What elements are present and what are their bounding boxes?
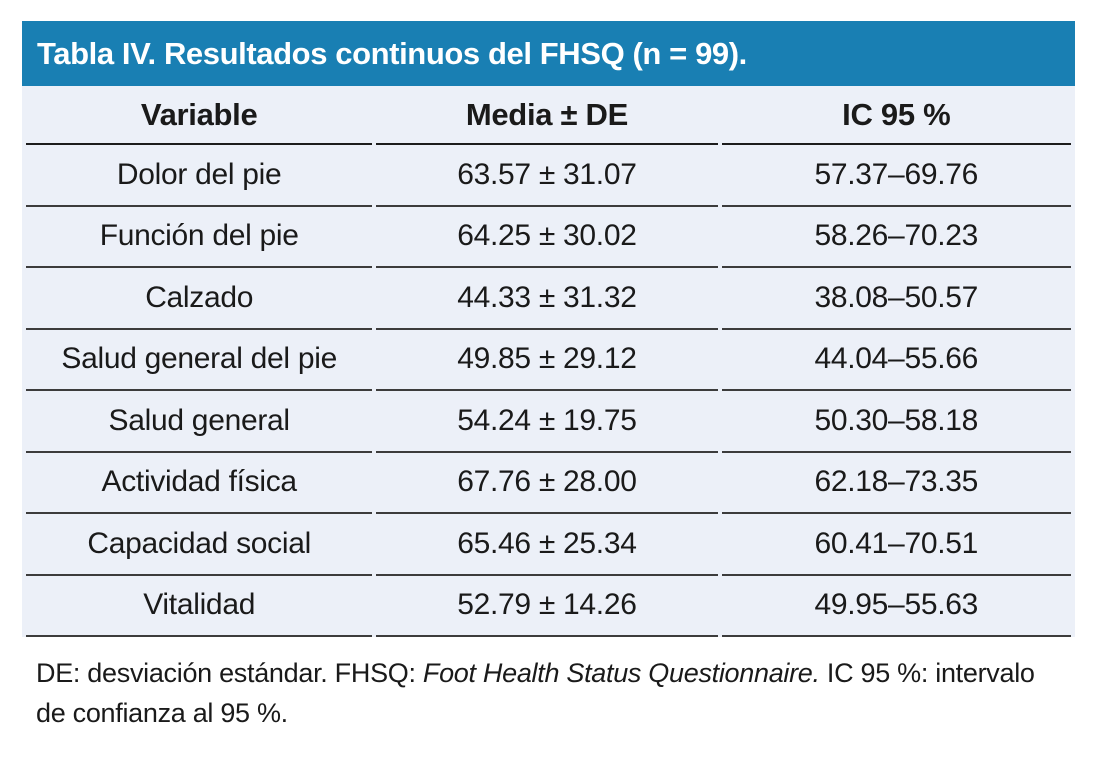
cell-ic95: 38.08–50.57 bbox=[721, 268, 1071, 330]
cell-variable: Dolor del pie bbox=[26, 145, 373, 207]
table-title-bar: Tabla IV. Resultados continuos del FHSQ … bbox=[22, 21, 1075, 86]
table-row: Salud general del pie 49.85 ± 29.12 44.0… bbox=[26, 330, 1071, 391]
cell-media-de: 49.85 ± 29.12 bbox=[376, 330, 718, 391]
cell-ic95: 57.37–69.76 bbox=[721, 145, 1071, 207]
table-row: Dolor del pie 63.57 ± 31.07 57.37–69.76 bbox=[26, 145, 1071, 207]
table-row: Actividad física 67.76 ± 28.00 62.18–73.… bbox=[26, 453, 1071, 514]
results-table: Variable Media ± DE IC 95 % Dolor del pi… bbox=[22, 86, 1075, 637]
results-table-card: Tabla IV. Resultados continuos del FHSQ … bbox=[22, 21, 1075, 733]
table-title: Tabla IV. Resultados continuos del FHSQ … bbox=[37, 35, 747, 71]
cell-media-de: 52.79 ± 14.26 bbox=[376, 576, 718, 637]
cell-ic95: 44.04–55.66 bbox=[721, 330, 1071, 391]
cell-ic95: 58.26–70.23 bbox=[721, 207, 1071, 268]
column-header-media-de: Media ± DE bbox=[376, 86, 718, 145]
footnote-abbrev-de: DE: desviación estándar. FHSQ: bbox=[36, 658, 423, 688]
cell-ic95: 62.18–73.35 bbox=[721, 453, 1071, 514]
cell-media-de: 63.57 ± 31.07 bbox=[376, 145, 718, 207]
footnote-line-1: DE: desviación estándar. FHSQ: Foot Heal… bbox=[36, 653, 1075, 693]
cell-variable: Salud general bbox=[26, 391, 373, 453]
cell-media-de: 64.25 ± 30.02 bbox=[376, 207, 718, 268]
cell-media-de: 54.24 ± 19.75 bbox=[376, 391, 718, 453]
cell-media-de: 65.46 ± 25.34 bbox=[376, 514, 718, 576]
cell-variable: Actividad física bbox=[26, 453, 373, 514]
cell-ic95: 49.95–55.63 bbox=[721, 576, 1071, 637]
table-row: Salud general 54.24 ± 19.75 50.30–58.18 bbox=[26, 391, 1071, 453]
cell-ic95: 60.41–70.51 bbox=[721, 514, 1071, 576]
table-row: Vitalidad 52.79 ± 14.26 49.95–55.63 bbox=[26, 576, 1071, 637]
table-footnote: DE: desviación estándar. FHSQ: Foot Heal… bbox=[36, 653, 1075, 733]
column-header-variable: Variable bbox=[26, 86, 373, 145]
cell-variable: Función del pie bbox=[26, 207, 373, 268]
table-header-row: Variable Media ± DE IC 95 % bbox=[26, 86, 1071, 145]
cell-variable: Calzado bbox=[26, 268, 373, 330]
cell-media-de: 67.76 ± 28.00 bbox=[376, 453, 718, 514]
cell-variable: Salud general del pie bbox=[26, 330, 373, 391]
cell-variable: Vitalidad bbox=[26, 576, 373, 637]
cell-media-de: 44.33 ± 31.32 bbox=[376, 268, 718, 330]
footnote-abbrev-ic: IC 95 %: intervalo bbox=[819, 658, 1035, 688]
cell-ic95: 50.30–58.18 bbox=[721, 391, 1071, 453]
footnote-fhsq-expansion: Foot Health Status Questionnaire. bbox=[422, 658, 820, 688]
table-row: Función del pie 64.25 ± 30.02 58.26–70.2… bbox=[26, 207, 1071, 268]
column-header-ic95: IC 95 % bbox=[721, 86, 1071, 145]
table-row: Capacidad social 65.46 ± 25.34 60.41–70.… bbox=[26, 514, 1071, 576]
cell-variable: Capacidad social bbox=[26, 514, 373, 576]
footnote-line-2: de confianza al 95 %. bbox=[36, 698, 288, 728]
table-row: Calzado 44.33 ± 31.32 38.08–50.57 bbox=[26, 268, 1071, 330]
